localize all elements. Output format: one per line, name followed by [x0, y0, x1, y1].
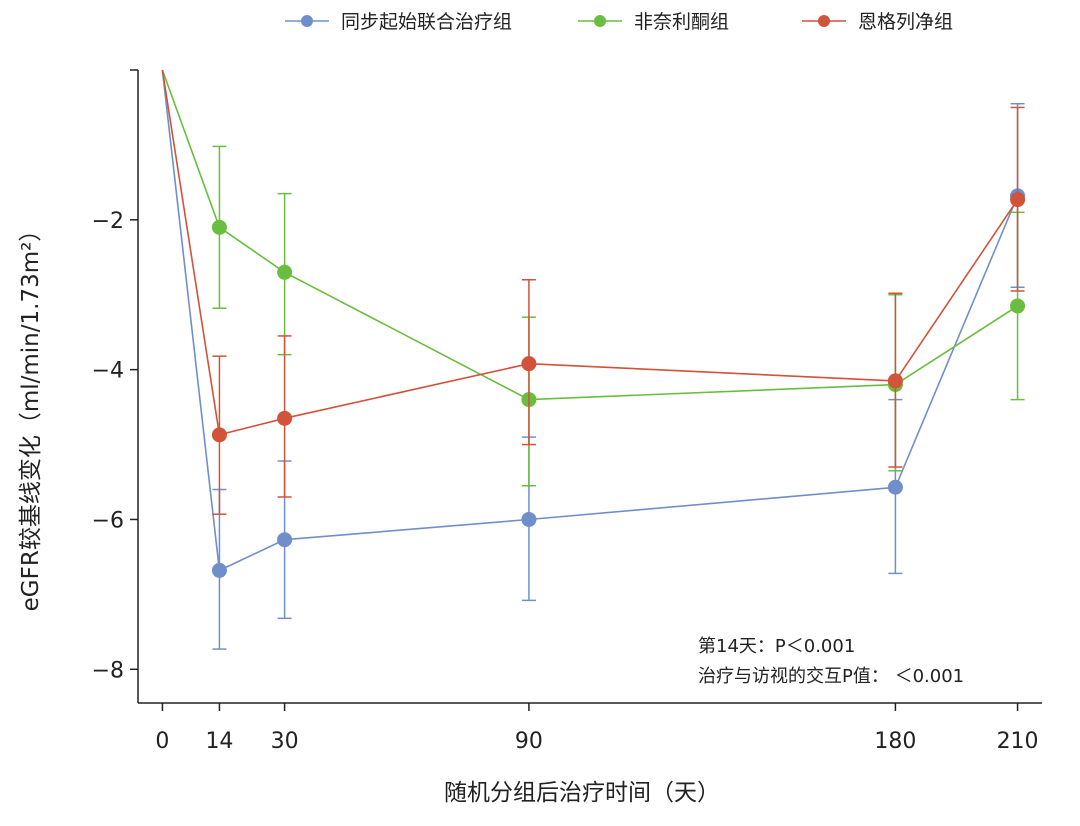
data-point: [887, 373, 903, 389]
legend: 同步起始联合治疗组 非奈利酮组 恩格列净组: [285, 11, 953, 33]
legend-item-1: 同步起始联合治疗组: [285, 11, 512, 33]
series-line: [161, 69, 1019, 401]
legend-marker: [594, 15, 606, 27]
data-point: [1010, 298, 1026, 314]
legend-label: 同步起始联合治疗组: [341, 11, 512, 33]
x-tick-label: 90: [515, 729, 543, 754]
x-tick-label: 0: [155, 729, 169, 754]
legend-item-2: 非奈利酮组: [578, 11, 729, 33]
legend-marker: [301, 15, 313, 27]
y-axis-title: eGFR较基线变化（ml/min/1.73m²）: [18, 219, 44, 612]
y-tick-label: −8: [92, 658, 124, 683]
series-3: [161, 69, 1026, 515]
data-point: [1010, 192, 1026, 208]
series-line: [161, 69, 1019, 436]
x-tick-label: 210: [997, 729, 1039, 754]
series-line: [161, 69, 1019, 572]
legend-label: 恩格列净组: [858, 11, 953, 33]
x-tick-label: 14: [205, 729, 233, 754]
y-tick-label: −4: [92, 359, 124, 384]
data-point: [277, 532, 293, 548]
axes: −2 −4 −6 −8 0 14 30 90 180 210: [92, 69, 1042, 754]
data-point: [521, 356, 537, 372]
x-axis-title: 随机分组后治疗时间（天）: [444, 780, 720, 806]
legend-item-3: 恩格列净组: [802, 11, 953, 33]
y-tick-label: −6: [92, 508, 124, 533]
data-point: [211, 427, 227, 443]
legend-marker: [818, 15, 830, 27]
data-point: [211, 562, 227, 578]
legend-label: 非奈利酮组: [634, 11, 729, 33]
annotation-line-2: 治疗与访视的交互P值： ＜0.001: [698, 666, 964, 687]
data-point: [211, 219, 227, 235]
x-tick-label: 30: [271, 729, 299, 754]
annotation-line-1: 第14天：P＜0.001: [698, 636, 855, 657]
y-tick-label: −2: [92, 209, 124, 234]
data-point: [277, 410, 293, 426]
x-tick-label: 180: [874, 729, 916, 754]
data-point: [277, 264, 293, 280]
series-marks: [161, 69, 1026, 650]
data-point: [887, 479, 903, 495]
data-point: [521, 511, 537, 527]
